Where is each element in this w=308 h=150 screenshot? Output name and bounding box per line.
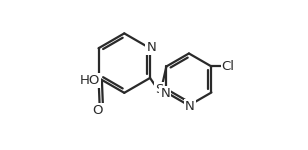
Text: Cl: Cl [222, 60, 235, 73]
Text: HO: HO [79, 74, 100, 87]
Text: N: N [185, 100, 195, 113]
Text: N: N [160, 87, 170, 100]
Text: O: O [92, 104, 103, 117]
Text: N: N [146, 41, 156, 54]
Text: S: S [155, 83, 163, 96]
